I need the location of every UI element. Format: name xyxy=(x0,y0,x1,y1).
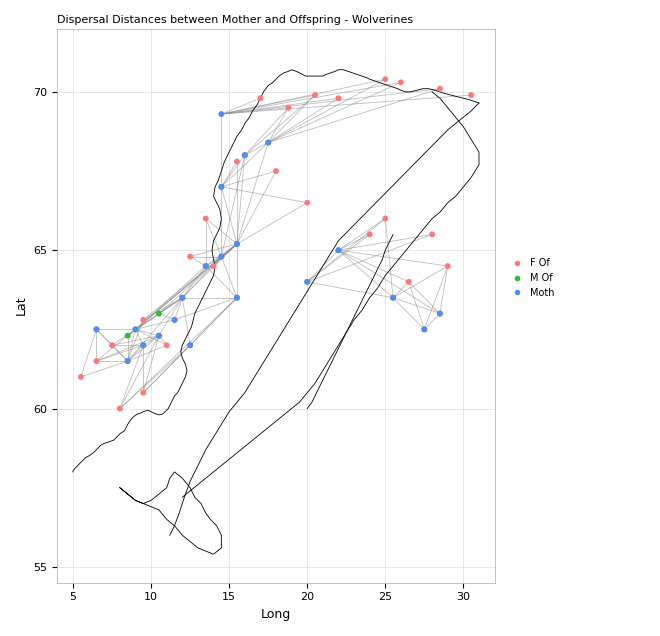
Point xyxy=(154,331,164,341)
Point xyxy=(403,277,414,287)
Point xyxy=(138,387,148,398)
Legend: F Of, M Of, Moth: F Of, M Of, Moth xyxy=(504,254,558,301)
X-axis label: Long: Long xyxy=(261,608,291,621)
Point xyxy=(169,315,180,325)
Point xyxy=(263,137,273,148)
Point xyxy=(185,340,195,350)
Point xyxy=(162,340,172,350)
Point xyxy=(435,308,446,319)
Point xyxy=(130,324,141,335)
Point xyxy=(419,324,430,335)
Point xyxy=(122,356,133,366)
Point xyxy=(395,78,406,88)
Point xyxy=(232,238,242,249)
Point xyxy=(302,198,312,208)
Point xyxy=(201,261,211,271)
Point xyxy=(91,356,102,366)
Point xyxy=(209,261,219,271)
Point xyxy=(302,277,312,287)
Point xyxy=(154,331,164,341)
Point xyxy=(435,84,446,94)
Point xyxy=(177,293,187,303)
Point xyxy=(333,93,344,103)
Point xyxy=(130,324,141,335)
Point xyxy=(216,182,226,192)
Point xyxy=(427,230,438,240)
Point xyxy=(115,403,125,413)
Point xyxy=(154,308,164,319)
Point xyxy=(388,293,399,303)
Point xyxy=(255,93,266,103)
Point xyxy=(216,109,226,119)
Point xyxy=(333,245,344,255)
Point xyxy=(263,137,273,148)
Point xyxy=(232,156,242,167)
Point xyxy=(232,238,242,249)
Point xyxy=(75,372,86,382)
Point xyxy=(91,324,102,335)
Point xyxy=(138,340,148,350)
Point xyxy=(201,214,211,224)
Point xyxy=(138,340,148,350)
Point xyxy=(380,214,391,224)
Point xyxy=(310,90,320,100)
Point xyxy=(435,308,446,319)
Point xyxy=(91,324,102,335)
Point xyxy=(240,150,250,160)
Point xyxy=(240,150,250,160)
Point xyxy=(216,251,226,261)
Text: Dispersal Distances between Mother and Offspring - Wolverines: Dispersal Distances between Mother and O… xyxy=(57,15,414,25)
Point xyxy=(122,331,133,341)
Point xyxy=(216,182,226,192)
Point xyxy=(364,230,375,240)
Point xyxy=(232,293,242,303)
Point xyxy=(466,90,477,100)
Point xyxy=(271,166,281,176)
Point xyxy=(107,340,117,350)
Point xyxy=(380,74,391,85)
Point xyxy=(302,277,312,287)
Point xyxy=(442,261,453,271)
Y-axis label: Lat: Lat xyxy=(15,296,28,315)
Point xyxy=(216,251,226,261)
Point xyxy=(122,356,133,366)
Point xyxy=(185,340,195,350)
Point xyxy=(232,238,242,249)
Point xyxy=(201,261,211,271)
Point xyxy=(333,245,344,255)
Point xyxy=(169,315,180,325)
Point xyxy=(419,324,430,335)
Point xyxy=(283,102,294,113)
Point xyxy=(388,293,399,303)
Point xyxy=(177,293,187,303)
Point xyxy=(138,315,148,325)
Point xyxy=(232,293,242,303)
Point xyxy=(185,251,195,261)
